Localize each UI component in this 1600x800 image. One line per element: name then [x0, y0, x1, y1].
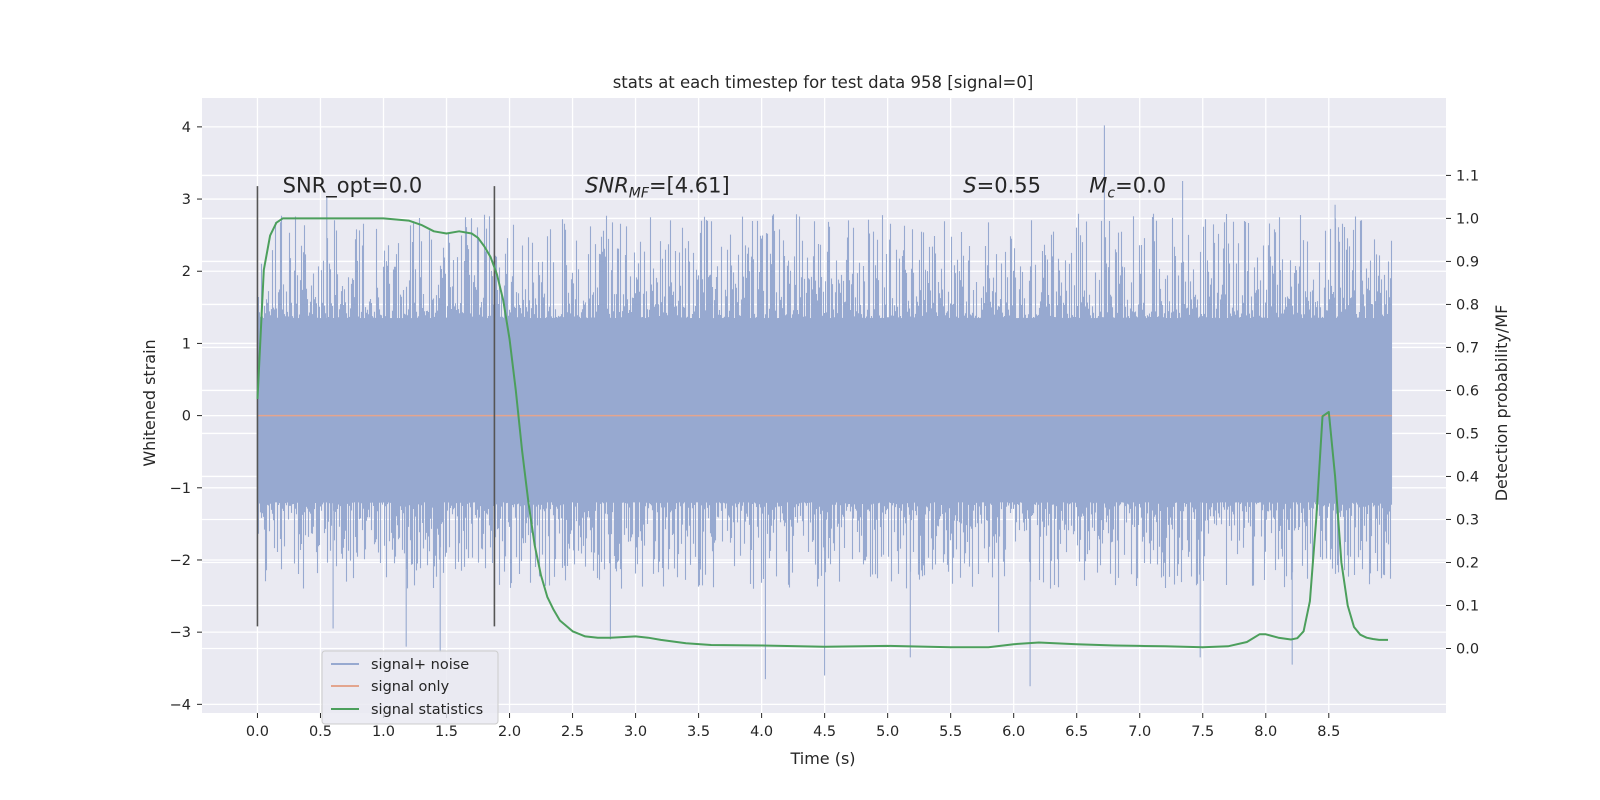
signal-statistics-line [256, 217, 1388, 649]
signal-statistics-series [256, 217, 1388, 649]
x-tick-label-5: 2.5 [561, 724, 584, 740]
marker-lines [256, 186, 496, 627]
y-tick-label-1: −3 [170, 625, 191, 641]
y2-tick-label-0: 0.0 [1456, 641, 1479, 657]
x-tick-label-16: 8.0 [1254, 724, 1277, 740]
y2-tick-label-5: 0.5 [1456, 426, 1479, 442]
y2-axis-label: Detection probability/MF [1492, 305, 1511, 502]
x-tick-label-4: 2.0 [498, 724, 521, 740]
x-tick-label-7: 3.5 [687, 724, 710, 740]
y2-tick-label-6: 0.6 [1456, 383, 1479, 399]
x-tick-label-15: 7.5 [1191, 724, 1214, 740]
annotation-s-val: S=0.55 [963, 174, 1041, 198]
y-tick-label-4: 0 [182, 409, 191, 425]
x-tick-label-11: 5.5 [939, 724, 962, 740]
x-tick-label-17: 8.5 [1317, 724, 1340, 740]
x-tick-label-13: 6.5 [1065, 724, 1088, 740]
y2-axis-ticks: 0.0 0.1 0.2 0.3 0.4 0.5 0.6 0.7 0.8 0.9 1.0 1.1 [1446, 168, 1479, 657]
x-tick-label-10: 5.0 [876, 724, 899, 740]
legend-label-signal-noise: signal+ noise [371, 657, 469, 673]
annotation-snr-opt: SNR_opt=0.0 [283, 174, 423, 199]
y-axis-ticks: −4 −3 −2 −1 0 1 2 3 4 [170, 120, 202, 713]
annotation-mc-val: Mc=0.0 [1089, 174, 1166, 202]
y-tick-label-3: −1 [170, 481, 191, 497]
x-tick-label-1: 0.5 [309, 724, 332, 740]
x-tick-label-6: 3.0 [624, 724, 647, 740]
x-tick-label-2: 1.0 [372, 724, 395, 740]
legend-box [321, 650, 499, 725]
y2-tick-label-4: 0.4 [1456, 469, 1479, 485]
y-tick-label-7: 3 [182, 192, 191, 208]
x-tick-label-3: 1.5 [435, 724, 458, 740]
y2-tick-label-8: 0.8 [1456, 297, 1479, 313]
y2-tick-label-10: 1.0 [1456, 211, 1479, 227]
x-tick-label-0: 0.0 [246, 724, 269, 740]
annotation-snr-mf: SNRMF=[4.61] [585, 174, 730, 202]
x-tick-label-14: 7.0 [1128, 724, 1151, 740]
signal-noise-series [256, 125, 1393, 687]
y-tick-label-0: −4 [170, 697, 191, 713]
chart-title: stats at each timestep for test data 958… [613, 73, 1034, 92]
y-tick-label-8: 4 [182, 120, 191, 136]
x-tick-label-12: 6.0 [1002, 724, 1025, 740]
y2-tick-label-2: 0.2 [1456, 555, 1479, 571]
annotations: SNR_opt=0.0 SNRMF=[4.61] S=0.55 Mc=0.0 [283, 174, 1166, 202]
y2-tick-label-11: 1.1 [1456, 168, 1479, 184]
y2-tick-label-3: 0.3 [1456, 512, 1479, 528]
x-axis-ticks: 0.0 0.5 1.0 1.5 2.0 2.5 3.0 3.5 4.0 4.5 5.0 5.5 6.0 6… [246, 713, 1340, 740]
y2-tick-label-7: 0.7 [1456, 340, 1479, 356]
y-axis-label: Whitened strain [140, 339, 159, 466]
y2-tick-label-1: 0.1 [1456, 598, 1479, 614]
legend-label-signal-statistics: signal statistics [371, 702, 483, 718]
x-tick-label-9: 4.5 [813, 724, 836, 740]
x-axis-label: Time (s) [789, 749, 855, 768]
y-tick-label-6: 2 [182, 264, 191, 280]
y-tick-label-5: 1 [182, 336, 191, 352]
legend-label-signal-only: signal only [371, 679, 450, 695]
y2-tick-label-9: 0.9 [1456, 254, 1479, 270]
y-tick-label-2: −2 [170, 553, 191, 569]
x-tick-label-8: 4.0 [750, 724, 773, 740]
legend: signal+ noise signal only signal statist… [321, 650, 499, 725]
